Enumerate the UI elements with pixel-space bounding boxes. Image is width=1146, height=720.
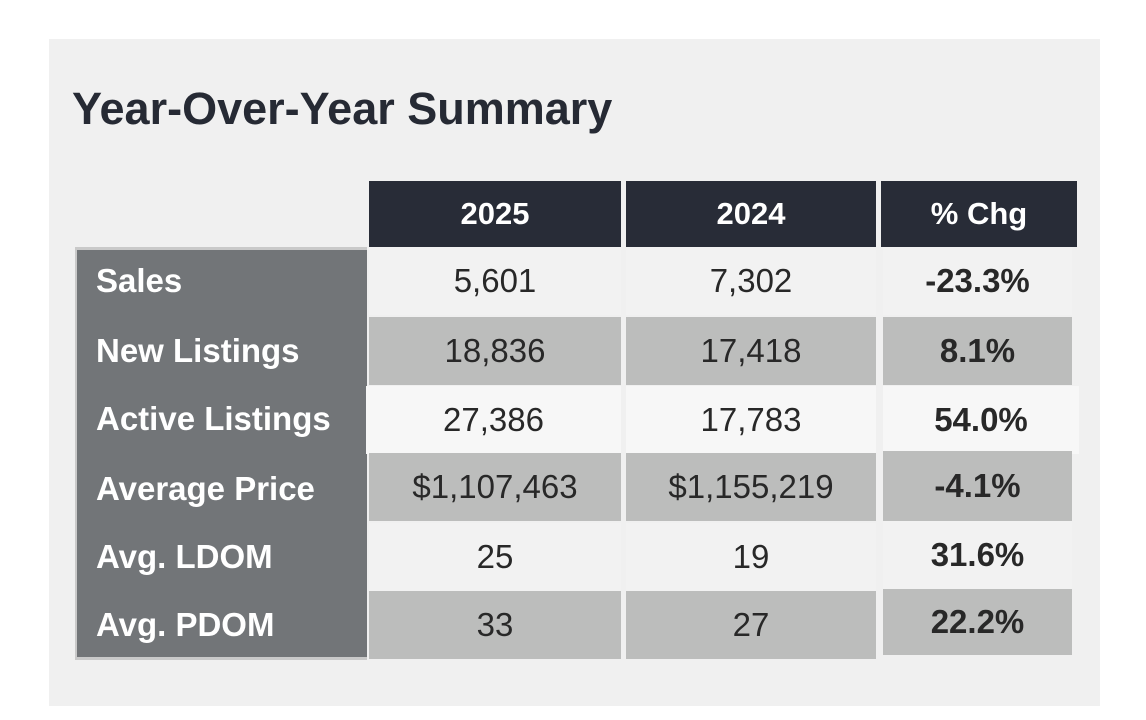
cell-avg-pdom-pct-change: 22.2%	[883, 589, 1072, 655]
cell-sales-2025: 5,601	[369, 247, 621, 315]
cell-avg-ldom-pct-change: 31.6%	[883, 521, 1072, 589]
cell-average-price-2024: $1,155,219	[626, 453, 876, 521]
cell-avg-pdom-2024: 27	[626, 591, 876, 659]
cell-active-listings-2025: 27,386	[366, 386, 621, 454]
cell-avg-ldom-2024: 19	[626, 523, 876, 591]
row-label-average-price: Average Price	[96, 470, 315, 507]
cell-average-price-pct-change: -4.1%	[883, 451, 1072, 521]
cell-avg-pdom-2025: 33	[369, 591, 621, 659]
column-header-2024: 2024	[626, 181, 876, 247]
cell-new-listings-2024: 17,418	[626, 317, 876, 385]
column-header-pct-change: % Chg	[881, 181, 1077, 247]
cell-active-listings-pct-change: 54.0%	[883, 386, 1079, 454]
cell-average-price-2025: $1,107,463	[369, 453, 621, 521]
row-label-active-listings: Active Listings	[96, 400, 331, 437]
cell-sales-2024: 7,302	[626, 247, 876, 315]
row-label-column	[75, 247, 367, 660]
column-header-2025: 2025	[369, 181, 621, 247]
cell-avg-ldom-2025: 25	[369, 523, 621, 591]
row-label-avg-pdom: Avg. PDOM	[96, 606, 275, 643]
row-label-sales: Sales	[96, 262, 183, 299]
cell-new-listings-pct-change: 8.1%	[883, 317, 1072, 385]
cell-new-listings-2025: 18,836	[369, 317, 621, 385]
row-label-new-listings: New Listings	[96, 332, 300, 369]
cell-sales-pct-change: -23.3%	[883, 247, 1072, 315]
cell-active-listings-2024: 17,783	[626, 386, 876, 454]
page-title: Year-Over-Year Summary	[72, 83, 613, 134]
row-label-avg-ldom: Avg. LDOM	[96, 538, 273, 575]
